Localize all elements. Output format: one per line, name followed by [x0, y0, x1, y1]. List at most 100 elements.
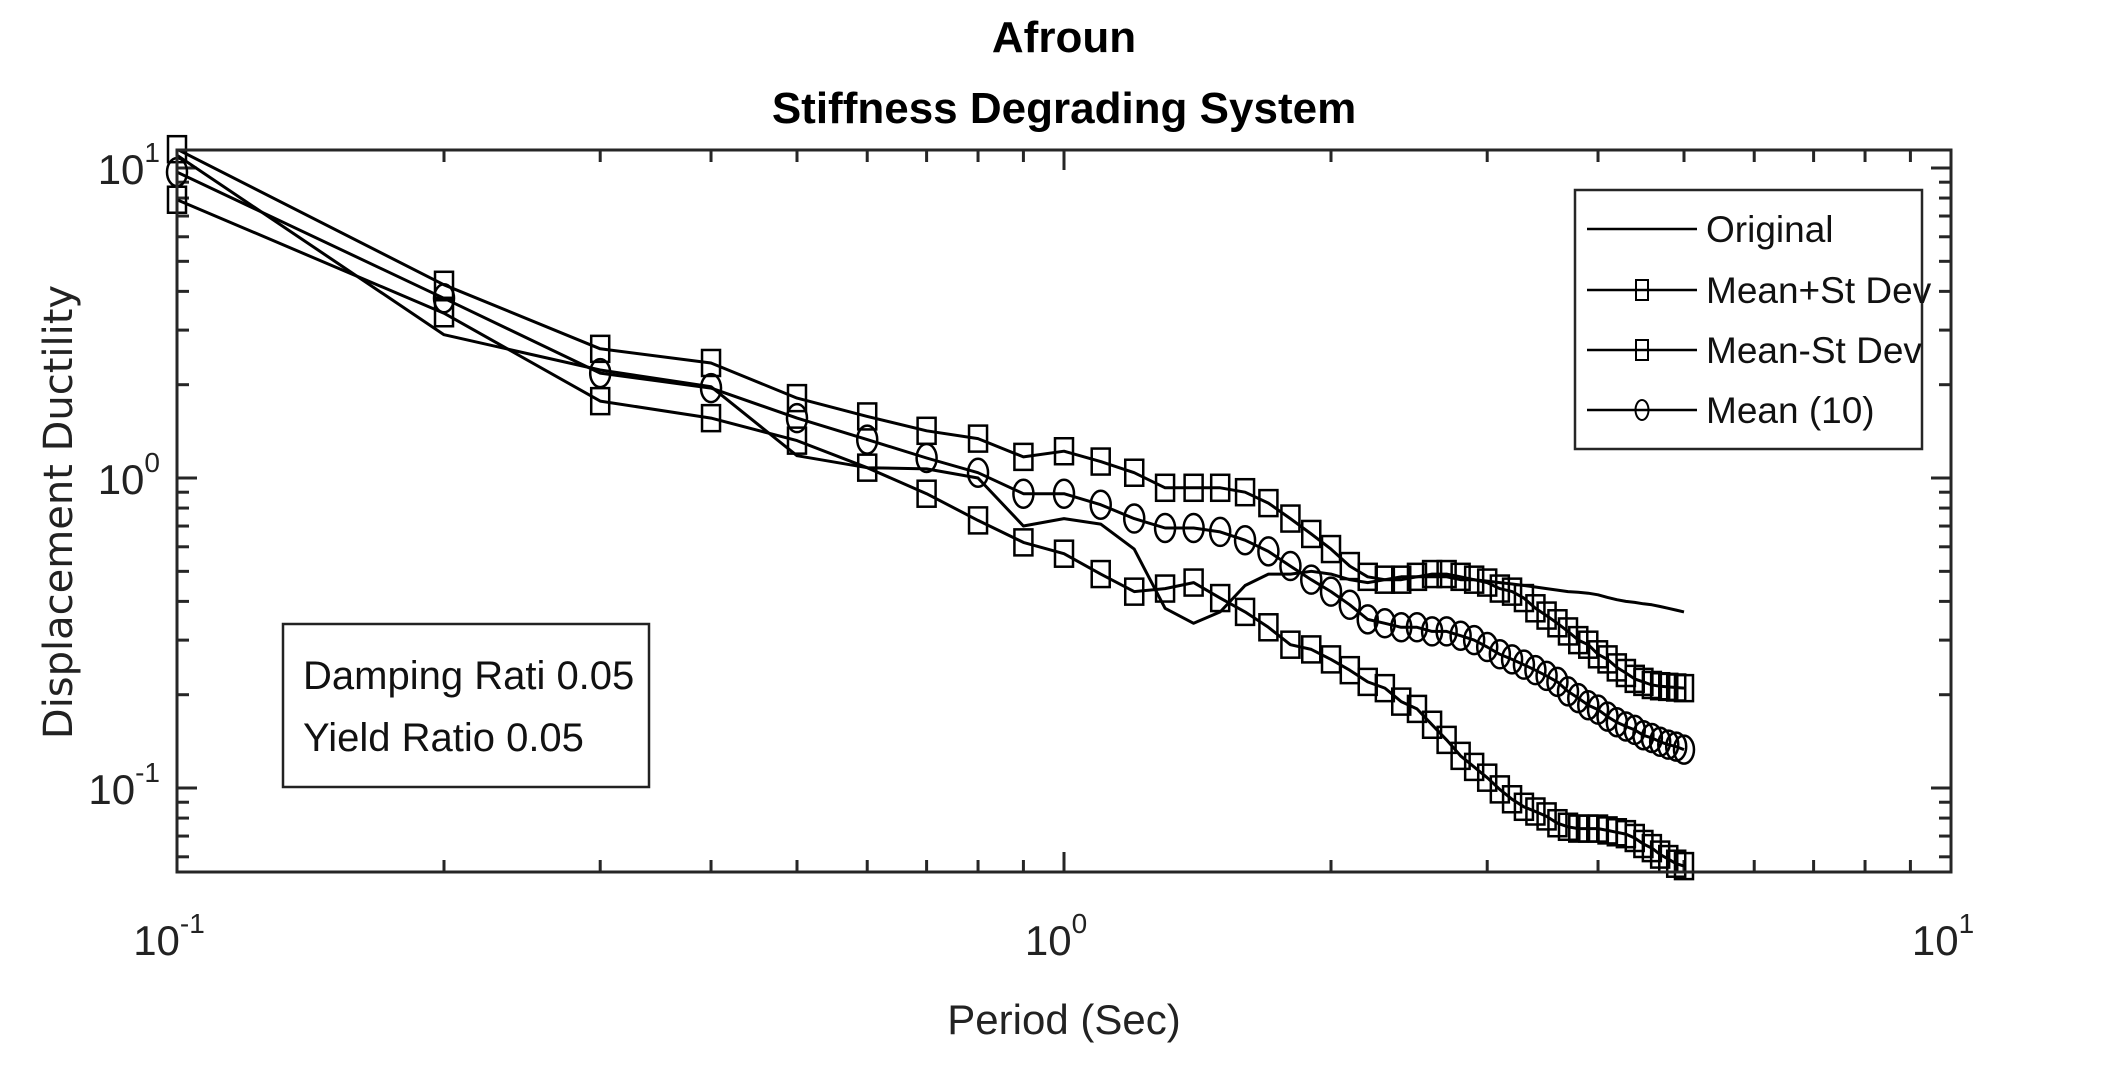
- data-point-mean-st-dev: [1123, 577, 1145, 606]
- data-point-mean-10: [1300, 564, 1323, 595]
- data-point-mean-st-dev: [1536, 802, 1557, 831]
- legend-frame: [1573, 188, 1924, 451]
- data-point-mean-st-dev: [1557, 812, 1579, 842]
- data-point-mean-10: [1356, 604, 1379, 635]
- data-point-mean-st-dev: [1301, 635, 1322, 664]
- data-point-mean-st-dev: [1280, 630, 1301, 659]
- data-point-mean-st-dev: [700, 403, 722, 433]
- data-point-mean-st-dev: [1320, 534, 1342, 564]
- data-point-mean-st-dev: [1501, 785, 1523, 814]
- data-point-mean-st-dev: [1390, 687, 1412, 716]
- annotation-box: Damping Rati 0.05 Yield Ratio 0.05: [281, 622, 651, 789]
- x-tick-labels: 10-1 100 101: [133, 908, 1974, 964]
- data-point-mean-st-dev: [1154, 473, 1176, 503]
- data-point-mean-st-dev: [1450, 562, 1471, 592]
- data-point-mean-10: [1657, 729, 1680, 760]
- data-point-mean-st-dev: [967, 506, 989, 535]
- annotation-damping: Damping Rati 0.05: [303, 654, 634, 698]
- legend-item-mean-minus-stdev: Mean-St Dev: [1587, 330, 1922, 371]
- data-point-mean-10: [1257, 536, 1280, 567]
- data-point-mean-st-dev: [433, 298, 455, 328]
- data-point-mean-10: [1233, 524, 1257, 556]
- y-tick-exponent: 0: [144, 447, 160, 478]
- data-point-mean-10: [915, 442, 938, 474]
- annotation-yield: Yield Ratio 0.05: [303, 716, 584, 760]
- data-point-mean-st-dev: [1557, 617, 1579, 646]
- data-point-mean-10: [1556, 676, 1580, 707]
- data-point-mean-st-dev: [1209, 583, 1231, 613]
- square-marker-icon: [1635, 339, 1649, 361]
- data-point-mean-st-dev: [1406, 562, 1428, 592]
- y-axis-label: Displacement Ductility: [36, 285, 82, 739]
- data-point-mean-10: [1672, 734, 1696, 765]
- data-point-mean-st-dev: [1547, 808, 1568, 838]
- axis-ticks: [175, 150, 1953, 872]
- data-point-mean-10: [1012, 478, 1035, 509]
- data-point-mean-10: [1319, 576, 1343, 607]
- data-point-mean-st-dev: [1463, 752, 1485, 782]
- data-point-mean-10: [1500, 644, 1524, 675]
- data-point-mean-st-dev: [1421, 710, 1443, 740]
- data-point-mean-st-dev: [1450, 741, 1471, 771]
- data-point-mean-st-dev: [1258, 488, 1279, 518]
- data-point-mean-st-dev: [1436, 725, 1457, 755]
- data-point-mean-st-dev: [700, 348, 722, 378]
- data-point-mean-st-dev: [1013, 528, 1034, 557]
- square-marker-icon: [1635, 279, 1649, 301]
- data-point-mean-10: [1420, 616, 1444, 647]
- data-point-mean-st-dev: [1489, 775, 1511, 804]
- data-point-mean-st-dev: [1090, 559, 1111, 589]
- data-point-mean-st-dev: [1280, 504, 1301, 533]
- data-point-mean-st-dev: [589, 334, 611, 364]
- x-tick-base: 10: [1025, 917, 1072, 964]
- x-tick-exponent: 1: [1959, 908, 1975, 939]
- data-point-mean-10: [1373, 608, 1397, 639]
- data-point-mean-st-dev: [1501, 577, 1523, 606]
- data-point-mean-10: [1535, 660, 1558, 692]
- data-point-mean-st-dev: [1673, 851, 1695, 881]
- legend-label-mean-minus-stdev: Mean-St Dev: [1706, 330, 1922, 371]
- data-point-mean-10: [1089, 489, 1112, 520]
- legend: Original Mean+St Dev Mean-St Dev Mean (1…: [1573, 188, 1932, 451]
- data-point-mean-10: [1279, 550, 1302, 582]
- legend-label-original: Original: [1706, 209, 1834, 250]
- x-tick-exponent: 0: [1072, 908, 1088, 939]
- data-point-mean-10: [785, 402, 809, 434]
- series-line-mean-st-dev: [177, 150, 1685, 690]
- data-point-mean-st-dev: [1090, 447, 1111, 476]
- data-point-mean-st-dev: [916, 479, 937, 508]
- x-axis-label: Period (Sec): [947, 996, 1180, 1043]
- data-point-mean-10: [1449, 620, 1472, 651]
- data-point-mean-st-dev: [433, 270, 455, 300]
- data-point-mean-10: [1208, 516, 1232, 548]
- data-point-mean-st-dev: [1436, 559, 1457, 589]
- data-point-mean-10: [1462, 624, 1486, 656]
- y-tick-exponent: -1: [135, 757, 160, 788]
- y-tick-label: 10-1: [88, 757, 160, 813]
- x-tick-base: 10: [1912, 917, 1959, 964]
- data-point-mean-st-dev: [1123, 458, 1145, 487]
- legend-label-mean-plus-stdev: Mean+St Dev: [1706, 270, 1932, 311]
- data-point-mean-10: [699, 372, 723, 404]
- data-point-mean-st-dev: [1547, 609, 1568, 638]
- data-point-mean-st-dev: [1234, 477, 1256, 507]
- data-point-mean-st-dev: [1013, 442, 1034, 472]
- data-point-mean-st-dev: [1476, 568, 1498, 597]
- x-tick-base: 10: [133, 917, 180, 964]
- data-point-mean-st-dev: [1258, 613, 1279, 642]
- y-tick-base: 10: [98, 456, 145, 503]
- data-point-mean-st-dev: [856, 402, 878, 431]
- legend-item-mean: Mean (10): [1587, 390, 1875, 431]
- data-point-mean-st-dev: [1390, 565, 1412, 594]
- data-point-mean-st-dev: [1673, 673, 1695, 703]
- data-point-mean-st-dev: [1513, 792, 1535, 822]
- legend-item-original: Original: [1587, 209, 1834, 250]
- data-point-mean-st-dev: [1053, 436, 1075, 466]
- data-point-mean-st-dev: [1513, 583, 1535, 613]
- data-point-mean-10: [1488, 639, 1512, 670]
- data-point-mean-st-dev: [1489, 574, 1511, 603]
- series-line-mean-st-dev: [177, 198, 1685, 868]
- x-tick-label: 10-1: [133, 908, 205, 964]
- data-point-mean-10: [1338, 589, 1362, 621]
